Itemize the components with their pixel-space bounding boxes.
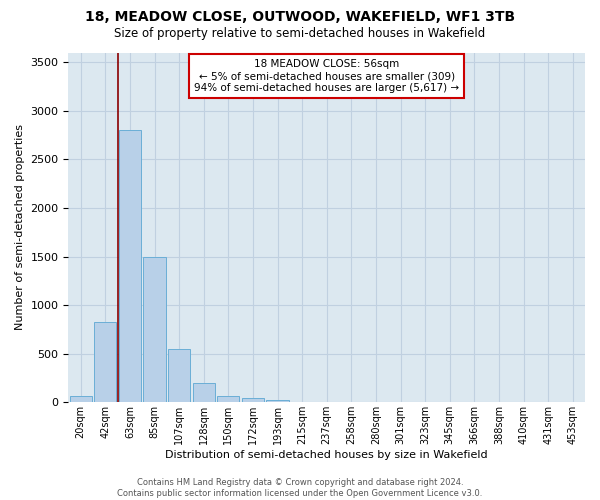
Bar <box>94 322 116 402</box>
Bar <box>217 396 239 402</box>
Y-axis label: Number of semi-detached properties: Number of semi-detached properties <box>15 124 25 330</box>
X-axis label: Distribution of semi-detached houses by size in Wakefield: Distribution of semi-detached houses by … <box>166 450 488 460</box>
Bar <box>193 383 215 402</box>
Bar <box>242 398 264 402</box>
Bar <box>119 130 141 402</box>
Text: Size of property relative to semi-detached houses in Wakefield: Size of property relative to semi-detach… <box>115 28 485 40</box>
Text: 18, MEADOW CLOSE, OUTWOOD, WAKEFIELD, WF1 3TB: 18, MEADOW CLOSE, OUTWOOD, WAKEFIELD, WF… <box>85 10 515 24</box>
Text: Contains HM Land Registry data © Crown copyright and database right 2024.
Contai: Contains HM Land Registry data © Crown c… <box>118 478 482 498</box>
Bar <box>266 400 289 402</box>
Bar <box>168 349 190 403</box>
Bar <box>143 256 166 402</box>
Bar <box>70 396 92 402</box>
Text: 18 MEADOW CLOSE: 56sqm
← 5% of semi-detached houses are smaller (309)
94% of sem: 18 MEADOW CLOSE: 56sqm ← 5% of semi-deta… <box>194 60 459 92</box>
